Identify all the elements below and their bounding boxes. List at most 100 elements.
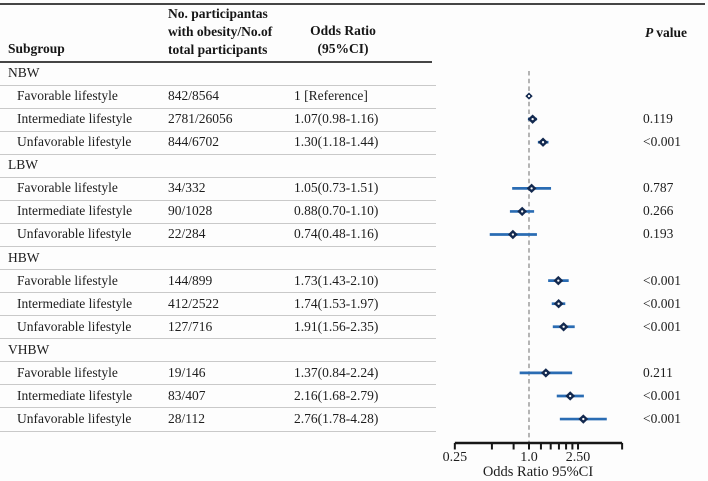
row-odds-ratio: 1.74(1.53-1.97): [294, 295, 379, 311]
row-odds-ratio: 0.88(0.70-1.10): [294, 203, 379, 219]
row-counts: 144/899: [168, 272, 213, 288]
row-p-value: 0.787: [643, 180, 674, 196]
row-odds-ratio: 1.91(1.56-2.35): [294, 318, 379, 334]
table-row: Intermediate lifestyle 2781/26056 1.07(0.9…: [0, 108, 708, 130]
x-axis-title: Odds Ratio 95%CI: [483, 464, 594, 480]
row-separator: [0, 430, 436, 432]
row-separator: [0, 153, 436, 155]
row-p-value: <0.001: [643, 318, 681, 334]
row-separator: [0, 292, 436, 294]
or-diamond-center-dot: [557, 302, 560, 305]
section-label: LBW: [8, 157, 38, 173]
section-row: LBW: [0, 154, 708, 176]
row-counts: 90/1028: [168, 203, 213, 219]
row-separator: [0, 245, 436, 247]
table-row: Unfavorable lifestyle 28/112 2.76(1.78-4.2…: [0, 408, 708, 430]
row-separator: [0, 407, 436, 409]
row-separator: [0, 130, 436, 132]
row-odds-ratio: 1.37(0.84-2.24): [294, 364, 379, 380]
row-separator: [0, 384, 436, 386]
row-label: Unfavorable lifestyle: [17, 318, 132, 334]
row-counts: 842/8564: [168, 88, 220, 104]
row-p-value: <0.001: [643, 272, 681, 288]
row-odds-ratio: 1.05(0.73-1.51): [294, 180, 379, 196]
section-row: NBW: [0, 62, 708, 84]
row-label: Unfavorable lifestyle: [17, 134, 132, 150]
table-row: Intermediate lifestyle 412/2522 1.74(1.53-…: [0, 293, 708, 315]
row-counts: 28/112: [168, 411, 205, 427]
column-header-p-rest: value: [656, 25, 688, 40]
row-counts: 2781/26056: [168, 111, 233, 127]
row-label: Favorable lifestyle: [17, 272, 118, 288]
row-label: Intermediate lifestyle: [17, 111, 133, 127]
section-row: HBW: [0, 247, 708, 269]
row-label: Favorable lifestyle: [17, 364, 118, 380]
row-p-value: <0.001: [643, 387, 681, 403]
table-top-border: [0, 3, 705, 5]
row-counts: 844/6702: [168, 134, 220, 150]
or-diamond-center-dot: [511, 233, 515, 236]
row-p-value: 0.193: [643, 226, 674, 242]
row-label: Intermediate lifestyle: [17, 295, 133, 311]
column-header-counts-line2: with obesity/No.of: [168, 24, 273, 39]
row-p-value: <0.001: [643, 411, 681, 427]
row-odds-ratio: 1.73(1.43-2.10): [294, 272, 379, 288]
header-underline: [0, 61, 432, 63]
row-separator: [0, 107, 436, 109]
row-label: Unfavorable lifestyle: [17, 226, 132, 242]
row-separator: [0, 176, 436, 178]
row-separator: [0, 361, 436, 363]
row-counts: 19/146: [168, 364, 206, 380]
or-diamond-center-dot: [531, 117, 534, 121]
column-header-subgroup: Subgroup: [8, 41, 65, 56]
row-counts: 22/284: [168, 226, 206, 242]
row-label: Intermediate lifestyle: [17, 387, 133, 403]
row-separator: [0, 315, 436, 317]
row-separator: [0, 222, 436, 224]
or-diamond-center-dot: [582, 417, 585, 421]
column-header-odds-ratio-line1: Odds Ratio: [310, 23, 376, 38]
column-header-counts: No. participantas with obesity/No.of tot…: [168, 5, 272, 59]
row-counts: 412/2522: [168, 295, 220, 311]
row-counts: 83/407: [168, 387, 206, 403]
row-separator: [0, 269, 436, 271]
x-axis-tick-label: 0.25: [443, 450, 468, 465]
table-row: Intermediate lifestyle 83/407 2.16(1.68-2.…: [0, 385, 708, 407]
table-row: Favorable lifestyle 19/146 1.37(0.84-2.24)…: [0, 362, 708, 384]
row-label: Favorable lifestyle: [17, 180, 118, 196]
table-row: Unfavorable lifestyle 127/716 1.91(1.56-2.…: [0, 316, 708, 338]
or-diamond-center-dot: [544, 371, 547, 375]
table-row: Favorable lifestyle 34/332 1.05(0.73-1.51)…: [0, 177, 708, 199]
row-p-value: 0.211: [643, 364, 673, 380]
column-header-p-italic: P: [645, 25, 654, 40]
x-axis-tick-label: 1.0: [520, 450, 538, 465]
row-p-value: 0.119: [643, 111, 673, 127]
section-label: VHBW: [8, 341, 50, 357]
row-separator: [0, 199, 436, 201]
or-diamond-center-dot: [541, 141, 545, 144]
row-odds-ratio: 1.30(1.18-1.44): [294, 134, 379, 150]
column-header-odds-ratio-line2: (95%CI): [317, 41, 369, 56]
or-diamond-center-dot: [521, 210, 524, 213]
row-label: Favorable lifestyle: [17, 88, 118, 104]
row-odds-ratio: 1 [Reference]: [294, 88, 368, 104]
table-row: Favorable lifestyle 842/8564 1 [Reference]: [0, 85, 708, 107]
section-label: HBW: [8, 249, 40, 265]
or-diamond-center-dot: [527, 94, 531, 98]
or-diamond-center-dot: [569, 394, 572, 398]
section-label: NBW: [8, 65, 40, 80]
table-row: Favorable lifestyle 144/899 1.73(1.43-2.10…: [0, 270, 708, 292]
row-separator: [0, 84, 436, 86]
table-row: Unfavorable lifestyle 844/6702 1.30(1.18-1…: [0, 131, 708, 153]
row-odds-ratio: 1.07(0.98-1.16): [294, 111, 379, 127]
column-header-counts-line1: No. participantas: [168, 6, 268, 21]
row-odds-ratio: 2.76(1.78-4.28): [294, 411, 379, 427]
row-label: Intermediate lifestyle: [17, 203, 133, 219]
row-p-value: <0.001: [643, 295, 681, 311]
section-row: VHBW: [0, 339, 708, 361]
table-row: Intermediate lifestyle 90/1028 0.88(0.70-1…: [0, 200, 708, 222]
row-odds-ratio: 2.16(1.68-2.79): [294, 387, 379, 403]
